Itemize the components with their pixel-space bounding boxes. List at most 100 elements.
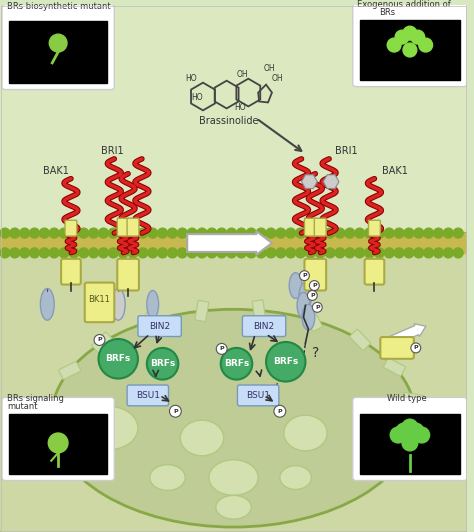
Circle shape (138, 228, 148, 238)
Circle shape (170, 405, 181, 417)
Bar (0, 5, 467, 233)
FancyBboxPatch shape (2, 397, 114, 480)
Circle shape (396, 423, 412, 439)
Ellipse shape (40, 288, 54, 320)
Circle shape (256, 228, 266, 238)
Circle shape (325, 248, 335, 258)
Ellipse shape (180, 420, 224, 456)
Circle shape (453, 248, 463, 258)
Circle shape (227, 248, 237, 258)
Circle shape (402, 419, 418, 435)
FancyBboxPatch shape (353, 4, 467, 87)
Text: BIN2: BIN2 (149, 322, 170, 330)
Circle shape (365, 248, 374, 258)
Polygon shape (301, 175, 317, 188)
Circle shape (424, 228, 434, 238)
Circle shape (94, 335, 105, 345)
Circle shape (10, 248, 20, 258)
Text: Brassinolide: Brassinolide (199, 116, 258, 126)
Bar (360, 414, 460, 473)
Circle shape (39, 248, 49, 258)
FancyBboxPatch shape (138, 316, 181, 337)
Text: HO: HO (191, 94, 203, 103)
Text: OH: OH (237, 70, 248, 79)
Circle shape (217, 228, 227, 238)
Circle shape (0, 228, 10, 238)
Circle shape (207, 248, 217, 258)
Polygon shape (323, 175, 339, 188)
Circle shape (237, 228, 246, 238)
Circle shape (286, 248, 296, 258)
Text: P: P (312, 283, 317, 288)
Circle shape (296, 228, 305, 238)
Text: Exogenous addition of: Exogenous addition of (357, 1, 450, 10)
Ellipse shape (51, 309, 416, 527)
Circle shape (69, 228, 79, 238)
FancyBboxPatch shape (368, 220, 380, 236)
Text: P: P (315, 305, 319, 310)
Text: BIN2: BIN2 (254, 322, 274, 330)
Circle shape (443, 228, 453, 238)
Circle shape (335, 228, 345, 238)
FancyBboxPatch shape (65, 220, 77, 236)
Circle shape (404, 228, 414, 238)
FancyArrow shape (187, 231, 272, 255)
Circle shape (355, 228, 365, 238)
Text: BRFs: BRFs (273, 358, 298, 366)
Circle shape (167, 248, 177, 258)
Circle shape (266, 342, 305, 381)
Circle shape (29, 228, 39, 238)
Text: BRFs: BRFs (150, 359, 175, 368)
Circle shape (39, 228, 49, 238)
Text: BRI1: BRI1 (335, 146, 358, 156)
Circle shape (118, 228, 128, 238)
Circle shape (89, 228, 99, 238)
Circle shape (266, 248, 276, 258)
Circle shape (414, 248, 424, 258)
Circle shape (227, 228, 237, 238)
Circle shape (99, 339, 138, 379)
FancyBboxPatch shape (59, 362, 81, 379)
Text: ?: ? (312, 346, 319, 360)
Circle shape (158, 248, 167, 258)
Text: BRFs: BRFs (106, 354, 131, 363)
Text: Wild type: Wild type (387, 394, 427, 403)
Bar (360, 20, 460, 80)
Text: P: P (413, 345, 418, 351)
FancyBboxPatch shape (2, 4, 114, 89)
Text: BSU1: BSU1 (246, 391, 270, 400)
Circle shape (109, 248, 118, 258)
Circle shape (99, 248, 109, 258)
FancyBboxPatch shape (43, 396, 64, 410)
Text: P: P (310, 293, 315, 298)
Ellipse shape (297, 293, 310, 318)
FancyBboxPatch shape (117, 218, 129, 236)
Circle shape (390, 427, 406, 443)
Circle shape (355, 248, 365, 258)
Circle shape (404, 248, 414, 258)
FancyBboxPatch shape (242, 316, 286, 337)
Circle shape (147, 348, 178, 379)
Text: P: P (302, 273, 307, 278)
Circle shape (305, 248, 315, 258)
Ellipse shape (111, 288, 125, 320)
Circle shape (158, 228, 167, 238)
Circle shape (384, 248, 394, 258)
Circle shape (384, 228, 394, 238)
Circle shape (276, 228, 286, 238)
Circle shape (0, 248, 10, 258)
Text: BK11: BK11 (89, 295, 110, 304)
Circle shape (99, 228, 109, 238)
Circle shape (49, 34, 67, 52)
Bar (0, 233, 467, 253)
Circle shape (315, 248, 325, 258)
FancyBboxPatch shape (139, 311, 157, 333)
Circle shape (237, 248, 246, 258)
Circle shape (128, 228, 138, 238)
Circle shape (335, 248, 345, 258)
Circle shape (138, 248, 148, 258)
Circle shape (217, 248, 227, 258)
Text: P: P (173, 409, 178, 414)
Circle shape (310, 280, 319, 290)
Circle shape (177, 248, 187, 258)
